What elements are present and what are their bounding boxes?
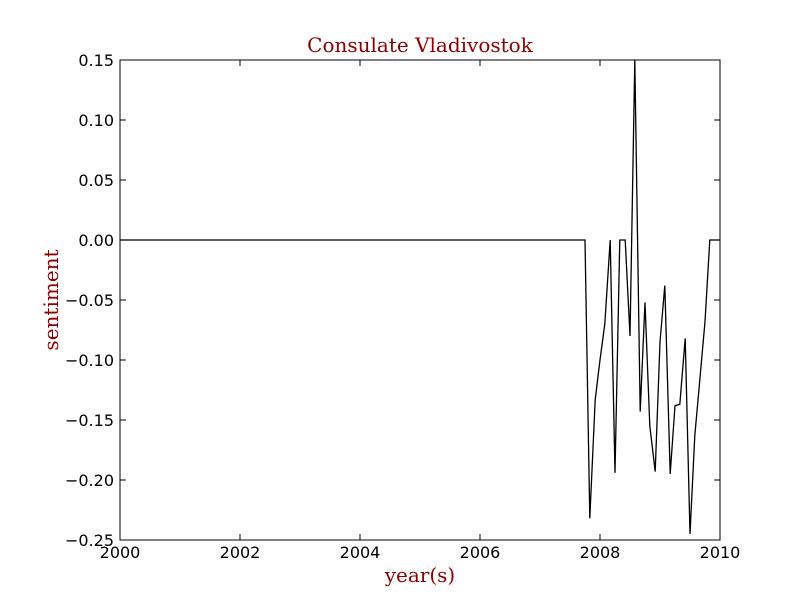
x-tick-label: 2008 xyxy=(580,543,621,562)
x-tick-label: 2002 xyxy=(220,543,261,562)
x-tick-label: 2010 xyxy=(700,543,741,562)
y-tick-label: −0.20 xyxy=(65,471,114,490)
chart-title: Consulate Vladivostok xyxy=(307,33,534,57)
axis-ticks xyxy=(119,59,721,541)
y-tick-label: 0.10 xyxy=(78,111,114,130)
x-axis-title: year(s) xyxy=(384,563,456,587)
y-tick-label: −0.15 xyxy=(65,411,114,430)
y-tick-label: −0.10 xyxy=(65,351,114,370)
y-axis-title: sentiment xyxy=(39,249,63,350)
series-layer xyxy=(120,59,720,535)
y-tick-label: 0.15 xyxy=(78,51,114,70)
y-tick-label: 0.00 xyxy=(78,231,114,250)
y-tick-label: −0.25 xyxy=(65,531,114,550)
x-tick-label: 2006 xyxy=(460,543,501,562)
series-line xyxy=(120,59,720,535)
y-tick-label: −0.05 xyxy=(65,291,114,310)
tick-labels: 2000 2002 2004 2006 2008 2010 0.15 0.10 0.05 0.00… xyxy=(65,51,740,562)
x-tick-label: 2004 xyxy=(340,543,381,562)
y-tick-label: 0.05 xyxy=(78,171,114,190)
x-tick-label: 2000 xyxy=(100,543,141,562)
